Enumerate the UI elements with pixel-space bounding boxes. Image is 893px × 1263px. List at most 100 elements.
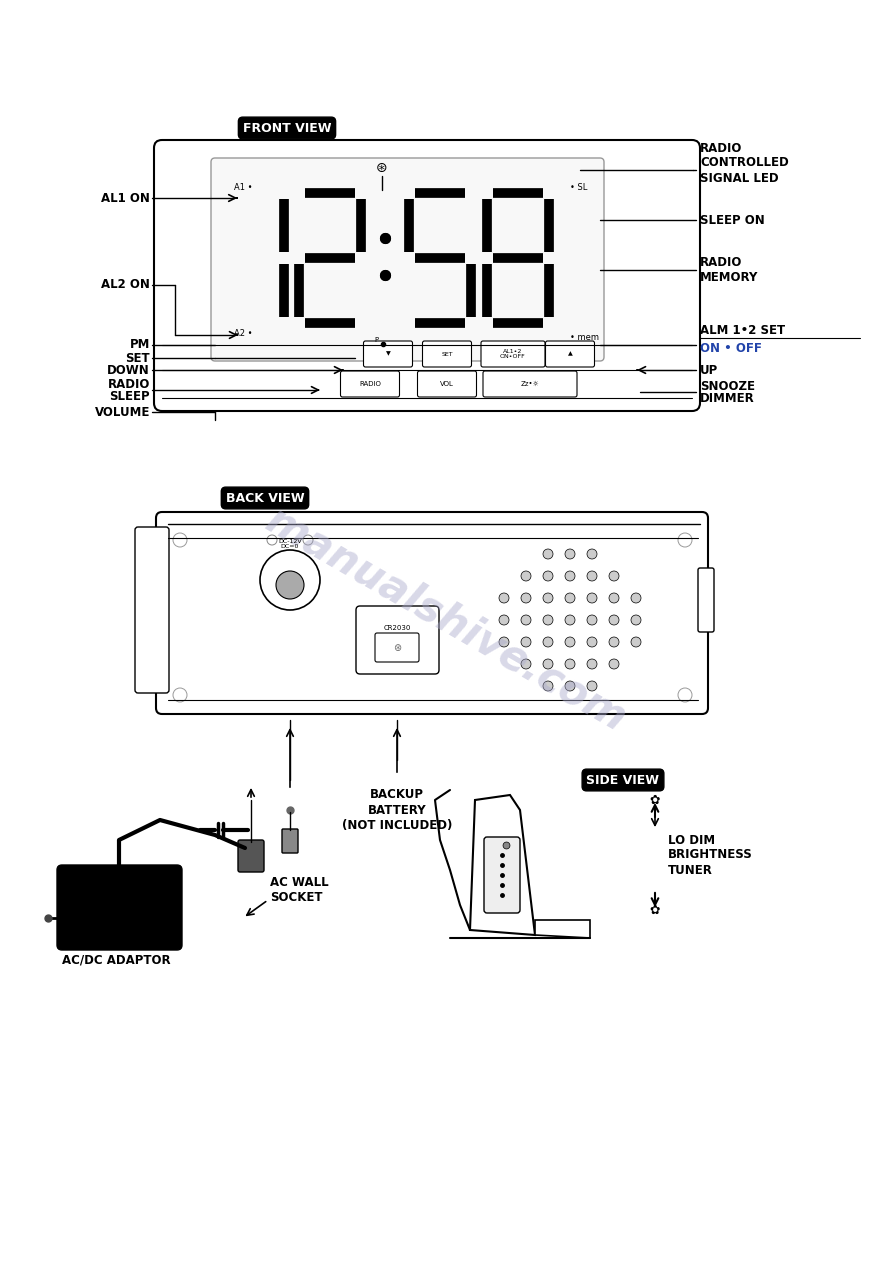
Circle shape <box>521 659 531 669</box>
Circle shape <box>587 594 597 602</box>
FancyBboxPatch shape <box>156 512 708 714</box>
Text: DOWN: DOWN <box>107 364 150 376</box>
Circle shape <box>521 637 531 647</box>
Text: Zz•☼: Zz•☼ <box>521 381 539 386</box>
Circle shape <box>587 615 597 625</box>
Circle shape <box>565 594 575 602</box>
Circle shape <box>267 536 277 546</box>
Circle shape <box>565 615 575 625</box>
Circle shape <box>543 615 553 625</box>
Circle shape <box>543 594 553 602</box>
Circle shape <box>543 659 553 669</box>
Polygon shape <box>535 919 590 938</box>
Text: • mem: • mem <box>570 332 599 341</box>
Circle shape <box>499 594 509 602</box>
Text: SNOOZE: SNOOZE <box>700 380 755 394</box>
Circle shape <box>631 637 641 647</box>
Text: RADIO: RADIO <box>108 379 150 392</box>
Text: A1 •: A1 • <box>234 182 253 192</box>
FancyBboxPatch shape <box>135 527 169 693</box>
FancyBboxPatch shape <box>375 633 419 662</box>
Text: DC-12V
DC=0: DC-12V DC=0 <box>279 538 302 549</box>
Text: P: P <box>374 337 378 344</box>
FancyBboxPatch shape <box>238 840 264 871</box>
Text: SLEEP ON: SLEEP ON <box>700 213 764 226</box>
Text: RADIO
CONTROLLED
SIGNAL LED: RADIO CONTROLLED SIGNAL LED <box>700 141 789 184</box>
FancyBboxPatch shape <box>57 865 182 950</box>
FancyBboxPatch shape <box>211 158 604 361</box>
Text: ⊛: ⊛ <box>376 160 388 176</box>
Text: A2 •: A2 • <box>234 328 253 337</box>
Text: VOLUME: VOLUME <box>95 405 150 418</box>
Circle shape <box>543 549 553 560</box>
FancyBboxPatch shape <box>483 371 577 397</box>
Text: DIMMER: DIMMER <box>700 392 755 404</box>
Text: BACKUP
BATTERY
(NOT INCLUDED): BACKUP BATTERY (NOT INCLUDED) <box>342 788 452 831</box>
Circle shape <box>499 615 509 625</box>
Text: ALM 1•2 SET: ALM 1•2 SET <box>700 323 785 336</box>
Text: AL1 ON: AL1 ON <box>101 192 150 205</box>
FancyBboxPatch shape <box>363 341 413 368</box>
FancyBboxPatch shape <box>282 829 298 853</box>
Circle shape <box>609 637 619 647</box>
FancyBboxPatch shape <box>356 606 439 674</box>
Circle shape <box>565 637 575 647</box>
Circle shape <box>173 688 187 702</box>
Text: RADIO: RADIO <box>359 381 381 386</box>
Circle shape <box>565 681 575 691</box>
Text: ✿: ✿ <box>650 903 660 917</box>
Circle shape <box>631 615 641 625</box>
Circle shape <box>521 615 531 625</box>
Circle shape <box>173 533 187 547</box>
FancyBboxPatch shape <box>418 371 477 397</box>
Circle shape <box>587 659 597 669</box>
Circle shape <box>631 594 641 602</box>
Text: AC/DC ADAPTOR: AC/DC ADAPTOR <box>62 954 171 966</box>
Text: RADIO
MEMORY: RADIO MEMORY <box>700 256 758 284</box>
Circle shape <box>565 659 575 669</box>
Text: BACK VIEW: BACK VIEW <box>226 491 305 504</box>
Circle shape <box>276 571 304 599</box>
FancyBboxPatch shape <box>481 341 545 368</box>
Circle shape <box>609 659 619 669</box>
Circle shape <box>499 637 509 647</box>
Circle shape <box>543 637 553 647</box>
FancyBboxPatch shape <box>698 568 714 632</box>
Text: PM: PM <box>129 338 150 351</box>
Text: FRONT VIEW: FRONT VIEW <box>243 121 331 134</box>
Circle shape <box>543 571 553 581</box>
Circle shape <box>303 536 313 546</box>
Circle shape <box>587 549 597 560</box>
Circle shape <box>521 594 531 602</box>
FancyBboxPatch shape <box>484 837 520 913</box>
Text: VOL: VOL <box>440 381 454 386</box>
Text: ▼: ▼ <box>386 351 390 356</box>
Circle shape <box>587 681 597 691</box>
FancyBboxPatch shape <box>546 341 595 368</box>
Text: ▲: ▲ <box>568 351 572 356</box>
Text: ✿: ✿ <box>650 793 660 807</box>
Text: CR2030: CR2030 <box>383 625 411 632</box>
Text: AL1•2
ON•OFF: AL1•2 ON•OFF <box>500 349 526 360</box>
Circle shape <box>609 594 619 602</box>
Circle shape <box>543 681 553 691</box>
Circle shape <box>260 549 320 610</box>
Text: SLEEP: SLEEP <box>109 390 150 403</box>
Circle shape <box>609 615 619 625</box>
Circle shape <box>678 533 692 547</box>
Text: SET: SET <box>441 351 453 356</box>
FancyBboxPatch shape <box>154 140 700 410</box>
Text: AC WALL
SOCKET: AC WALL SOCKET <box>270 877 329 904</box>
Polygon shape <box>470 794 535 935</box>
Text: AL2 ON: AL2 ON <box>101 279 150 292</box>
FancyBboxPatch shape <box>422 341 472 368</box>
Text: SET: SET <box>125 351 150 365</box>
Circle shape <box>521 571 531 581</box>
Text: • SL: • SL <box>570 182 588 192</box>
Circle shape <box>565 549 575 560</box>
Text: ON • OFF: ON • OFF <box>700 341 762 355</box>
Text: manualshive.com: manualshive.com <box>258 499 634 740</box>
Circle shape <box>565 571 575 581</box>
Text: ⊛: ⊛ <box>393 643 401 653</box>
Text: UP: UP <box>700 364 718 376</box>
